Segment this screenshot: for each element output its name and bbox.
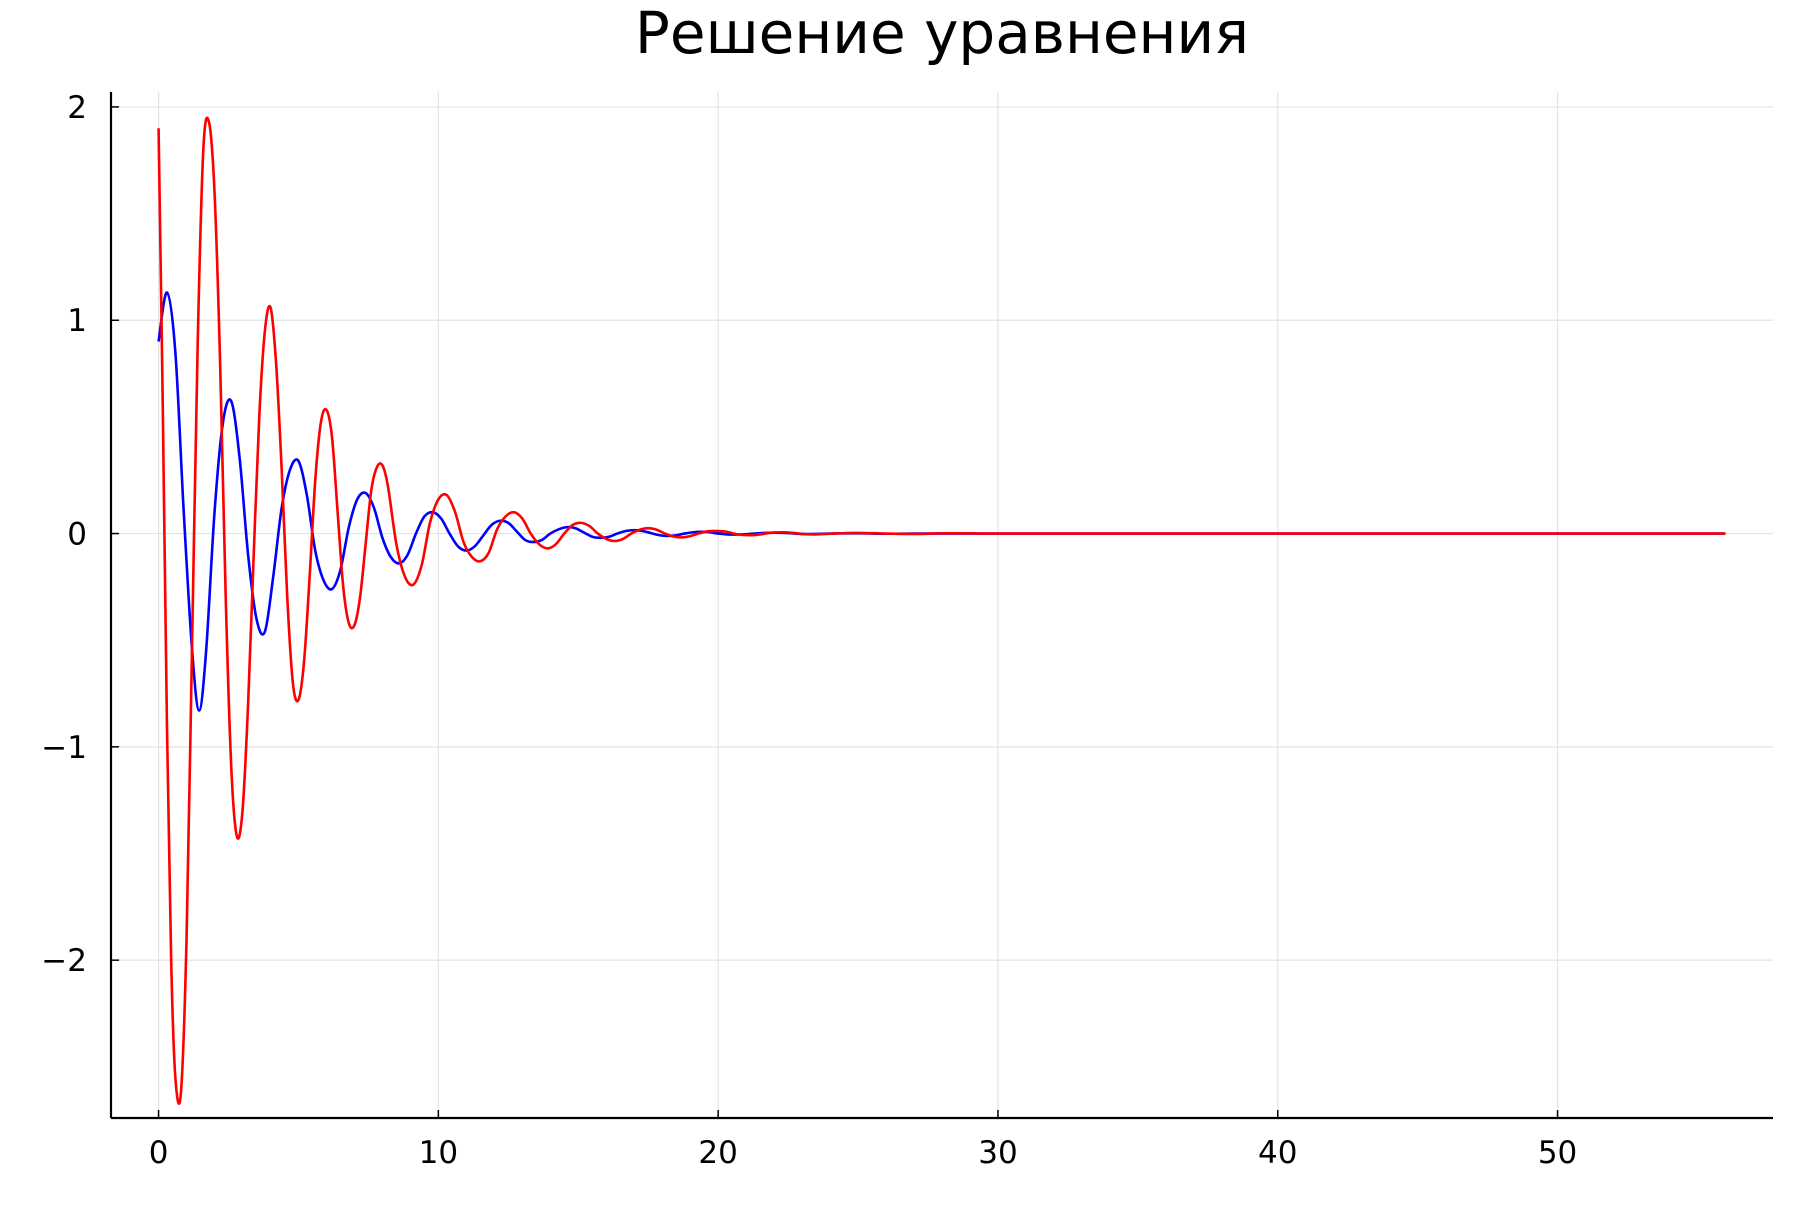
y-tick-label: −2 [41,943,87,979]
x-tick-label: 40 [1258,1135,1297,1171]
x-tick-label: 30 [978,1135,1017,1171]
x-tick-label: 10 [419,1135,458,1171]
x-tick-label: 0 [149,1135,169,1171]
y-tick-label: 0 [67,517,87,553]
chart-title: Решение уравнения [635,0,1249,67]
series-lines [157,116,1726,1105]
y-tick-label: −1 [41,730,87,766]
x-tick-label: 20 [698,1135,737,1171]
axes [109,92,1773,1120]
series-line-red [157,116,1726,1105]
grid-lines [111,92,1773,1118]
y-tick-label: 1 [67,303,87,339]
x-tick-label: 50 [1538,1135,1577,1171]
y-tick-label: 2 [67,90,87,126]
